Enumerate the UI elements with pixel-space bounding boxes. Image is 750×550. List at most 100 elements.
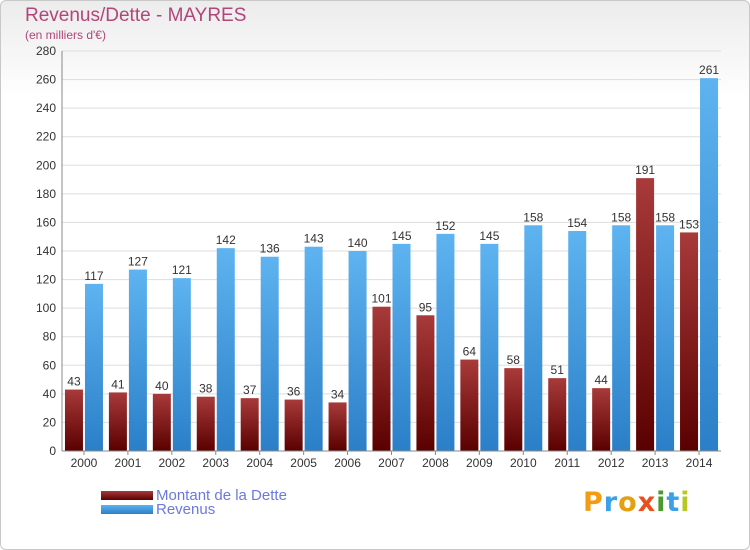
logo-letter: i [656,487,667,518]
data-label-debt: 37 [243,383,257,397]
logo-letter: r [603,487,619,518]
x-tick-label: 2004 [246,456,273,470]
chart-title: Revenus/Dette - MAYRES [25,5,247,26]
data-label-revenus: 154 [567,216,587,230]
y-tick-label: 180 [36,187,56,201]
data-label-debt: 153 [679,217,699,231]
data-label-debt: 41 [111,377,125,391]
y-tick-label: 160 [36,215,56,229]
data-label-debt: 34 [331,387,345,401]
bar-debt [196,396,215,451]
data-label-debt: 95 [419,300,433,314]
data-label-revenus: 158 [611,210,631,224]
bar-revenus [304,246,323,451]
data-label-revenus: 158 [655,210,675,224]
logo-letter: i [680,487,691,518]
y-tick-label: 0 [49,444,56,458]
logo-letter: P [583,487,604,518]
x-tick-label: 2001 [115,456,142,470]
logo-letter: x [637,487,657,518]
bar-revenus [524,225,543,451]
data-label-revenus: 145 [479,229,499,243]
x-tick-label: 2006 [334,456,361,470]
bar-debt [108,392,127,451]
data-label-debt: 38 [199,382,213,396]
bar-revenus [568,231,587,451]
data-label-debt: 58 [507,353,521,367]
data-label-revenus: 152 [435,219,455,233]
data-label-debt: 40 [155,379,169,393]
bar-debt [680,232,699,451]
bar-debt [64,389,83,451]
data-label-debt: 43 [67,375,81,389]
bar-debt [504,368,523,451]
x-tick-label: 2009 [466,456,493,470]
data-label-revenus: 117 [84,269,103,283]
bar-revenus [348,251,367,451]
bar-debt [284,399,303,451]
x-tick-label: 2000 [71,456,98,470]
bar-debt [328,402,347,451]
data-label-debt: 51 [551,363,565,377]
bar-debt [636,178,655,451]
bar-debt [592,388,611,451]
bar-debt [240,398,259,451]
x-tick-label: 2010 [510,456,537,470]
x-tick-label: 2014 [686,456,713,470]
bar-revenus [172,278,191,451]
data-label-revenus: 127 [128,255,148,269]
legend-swatch-debt [101,491,153,500]
x-tick-label: 2007 [378,456,405,470]
x-tick-label: 2013 [642,456,669,470]
data-label-revenus: 142 [216,233,236,247]
bar-debt [460,359,479,451]
x-tick-label: 2002 [158,456,185,470]
data-label-debt: 64 [463,345,477,359]
data-label-revenus: 140 [348,236,368,250]
bar-debt [372,306,391,451]
bar-revenus [128,269,147,451]
data-label-debt: 36 [287,385,301,399]
bar-debt [152,393,171,451]
y-tick-label: 140 [36,244,56,258]
y-tick-label: 120 [36,273,56,287]
data-label-revenus: 158 [523,210,543,224]
x-tick-label: 2003 [202,456,229,470]
data-label-debt: 44 [594,373,608,387]
data-label-debt: 191 [635,163,655,177]
y-tick-label: 260 [36,73,56,87]
x-tick-label: 2011 [554,456,580,470]
logo-letter: o [618,487,638,518]
logo-letter: t [666,487,681,518]
bar-revenus [480,243,499,451]
proxiti-logo: Proxiti [583,487,691,518]
y-tick-label: 240 [36,101,56,115]
y-tick-label: 280 [36,44,56,58]
bar-revenus [436,233,455,451]
bar-revenus [260,256,279,451]
data-label-revenus: 121 [172,263,192,277]
chart-subtitle: (en milliers d'€) [25,28,106,42]
x-tick-label: 2008 [422,456,449,470]
y-tick-label: 80 [43,330,57,344]
bar-revenus [612,225,631,451]
y-tick-label: 200 [36,158,56,172]
x-tick-label: 2012 [598,456,625,470]
bar-revenus [392,243,411,451]
data-label-revenus: 143 [304,232,324,246]
bar-debt [548,378,567,451]
y-tick-label: 40 [43,387,57,401]
y-tick-label: 220 [36,130,56,144]
bar-revenus [84,283,103,451]
data-label-revenus: 261 [699,63,719,77]
x-tick-label: 2005 [290,456,317,470]
bar-revenus [656,225,675,451]
data-label-revenus: 136 [260,242,280,256]
bar-revenus [216,248,235,451]
data-label-debt: 101 [371,292,391,306]
y-tick-label: 20 [43,415,57,429]
data-label-revenus: 145 [391,229,411,243]
y-tick-label: 60 [43,358,57,372]
